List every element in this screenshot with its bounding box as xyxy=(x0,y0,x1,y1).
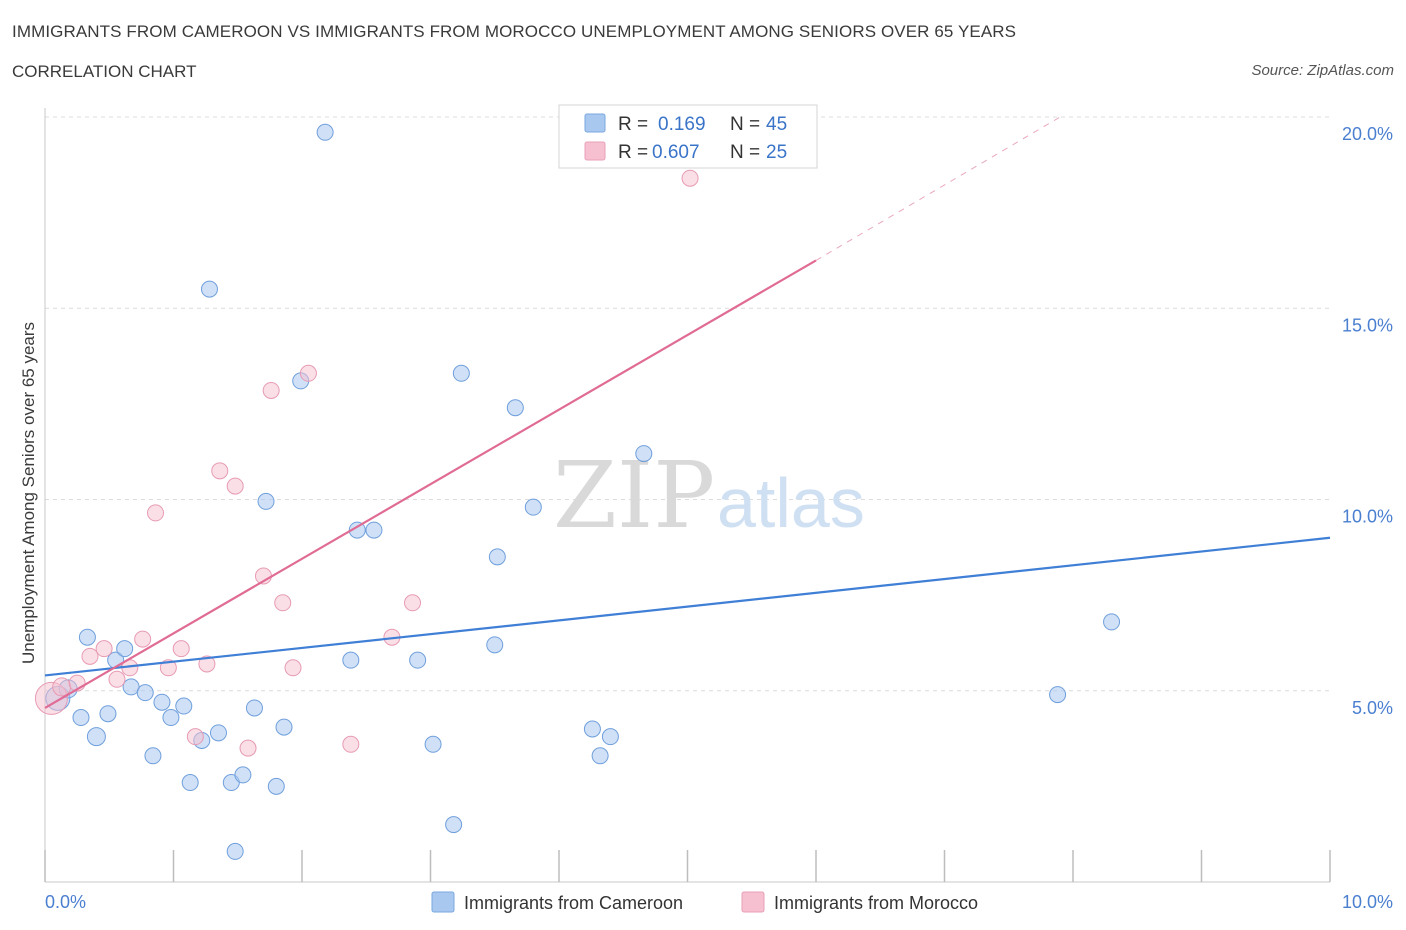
cameroon-point-8 xyxy=(122,678,140,696)
cameroon-point-40 xyxy=(601,728,619,746)
morocco-point-14 xyxy=(226,477,244,495)
watermark: ZIP atlas xyxy=(553,442,865,549)
legend-swatch-morocco xyxy=(584,141,606,161)
cameroon-point-5 xyxy=(99,705,117,723)
y-tick-label-10: 10.0% xyxy=(1342,507,1393,527)
x-tick-label-0: 0.0% xyxy=(45,892,86,912)
morocco-point-1 xyxy=(52,677,72,697)
cameroon-point-14 xyxy=(181,774,199,792)
cameroon-point-43 xyxy=(1103,613,1121,631)
legend-box: R = 0.169 N = 45 R = 0.607 N = 25 xyxy=(558,104,818,169)
morocco-points xyxy=(34,169,699,757)
axis-ticks: 5.0% 10.0% 15.0% 20.0% 0.0% 10.0% xyxy=(44,124,1393,912)
cameroon-point-38 xyxy=(583,720,601,738)
cameroon-point-10 xyxy=(144,747,162,765)
cameroon-point-33 xyxy=(452,364,470,382)
y-tick-label-5: 5.0% xyxy=(1352,698,1393,718)
cameroon-point-12 xyxy=(162,709,180,727)
watermark-zip: ZIP xyxy=(553,442,715,549)
bottom-legend-swatch-morocco xyxy=(741,891,765,913)
cameroon-point-24 xyxy=(275,718,293,736)
morocco-point-9 xyxy=(159,659,177,677)
y-axis-label: Unemployment Among Seniors over 65 years xyxy=(19,322,38,664)
cameroon-point-2 xyxy=(72,709,90,727)
cameroon-point-21 xyxy=(245,699,263,717)
morocco-point-12 xyxy=(198,655,216,673)
cameroon-point-7 xyxy=(116,640,134,658)
cameroon-point-37 xyxy=(524,498,542,516)
cameroon-point-36 xyxy=(506,399,524,417)
cameroon-point-19 xyxy=(226,842,244,860)
legend-swatch-cameroon xyxy=(584,113,606,133)
cameroon-point-23 xyxy=(267,777,285,795)
morocco-point-10 xyxy=(172,640,190,658)
chart-title: IMMIGRANTS FROM CAMEROON VS IMMIGRANTS F… xyxy=(12,22,1017,41)
morocco-trend-extension xyxy=(815,116,1061,261)
grid-lines xyxy=(45,116,1330,692)
morocco-point-20 xyxy=(299,364,317,382)
cameroon-point-39 xyxy=(591,747,609,765)
morocco-point-7 xyxy=(134,630,152,648)
cameroon-point-4 xyxy=(86,727,106,747)
morocco-point-19 xyxy=(284,659,302,677)
morocco-point-11 xyxy=(186,728,204,746)
cameroon-point-31 xyxy=(424,735,442,753)
legend-r-value-cameroon: 0.169 xyxy=(658,114,706,135)
cameroon-point-35 xyxy=(488,548,506,566)
cameroon-point-30 xyxy=(409,651,427,669)
legend-r-label-cameroon: R = xyxy=(618,114,648,135)
chart-subtitle: CORRELATION CHART xyxy=(12,62,197,81)
morocco-point-23 xyxy=(404,594,422,612)
x-tick-label-10: 10.0% xyxy=(1342,892,1393,912)
legend-r-value-morocco: 0.607 xyxy=(652,142,700,163)
cameroon-point-41 xyxy=(635,445,653,463)
morocco-point-15 xyxy=(239,739,257,757)
cameroon-point-3 xyxy=(78,628,96,646)
legend-n-value-cameroon: 45 xyxy=(766,114,787,135)
y-tick-label-20: 20.0% xyxy=(1342,124,1393,144)
morocco-point-17 xyxy=(262,381,280,399)
cameroon-point-42 xyxy=(1049,686,1067,704)
morocco-point-21 xyxy=(342,735,360,753)
morocco-point-4 xyxy=(95,640,113,658)
trend-lines xyxy=(44,116,1331,709)
bottom-legend-swatch-cameroon xyxy=(431,891,455,913)
cameroon-point-32 xyxy=(445,816,463,834)
morocco-point-18 xyxy=(274,594,292,612)
cameroon-trend-line xyxy=(44,536,1331,677)
cameroon-point-13 xyxy=(175,697,193,715)
cameroon-point-11 xyxy=(153,693,171,711)
legend-n-value-morocco: 25 xyxy=(766,142,787,163)
morocco-point-3 xyxy=(81,647,99,665)
legend-r-label-morocco: R = xyxy=(618,142,648,163)
cameroon-point-17 xyxy=(209,724,227,742)
morocco-trend-line xyxy=(44,259,817,709)
morocco-point-8 xyxy=(147,504,165,522)
cameroon-point-22 xyxy=(257,492,275,510)
y-tick-label-15: 15.0% xyxy=(1342,315,1393,335)
cameroon-point-26 xyxy=(316,123,334,141)
cameroon-point-20 xyxy=(234,766,252,784)
bottom-legend-label-cameroon: Immigrants from Cameroon xyxy=(464,893,683,913)
morocco-point-13 xyxy=(211,462,229,480)
bottom-legend-label-morocco: Immigrants from Morocco xyxy=(774,893,978,913)
morocco-point-5 xyxy=(108,670,126,688)
legend-n-label-cameroon: N = xyxy=(730,114,760,135)
watermark-atlas: atlas xyxy=(717,464,865,542)
morocco-point-24 xyxy=(681,169,699,187)
bottom-legend: Immigrants from Cameroon Immigrants from… xyxy=(431,891,978,913)
cameroon-point-34 xyxy=(486,636,504,654)
cameroon-point-16 xyxy=(200,280,218,298)
cameroon-point-9 xyxy=(136,684,154,702)
source-label: Source: ZipAtlas.com xyxy=(1251,62,1394,79)
cameroon-point-29 xyxy=(365,521,383,539)
legend-n-label-morocco: N = xyxy=(730,142,760,163)
cameroon-point-27 xyxy=(342,651,360,669)
